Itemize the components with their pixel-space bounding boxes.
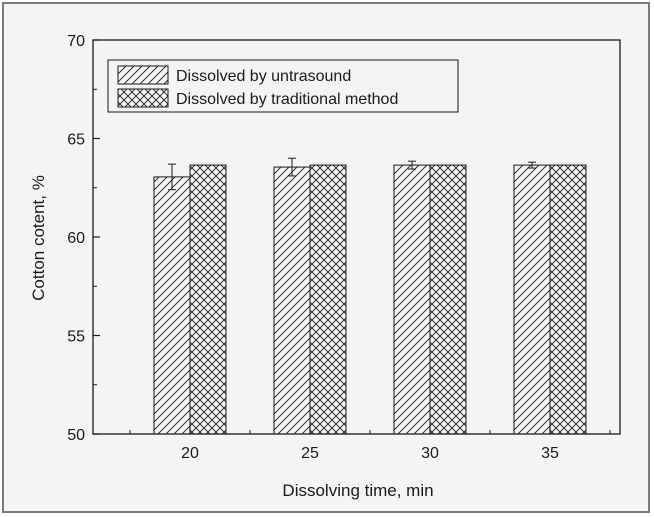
legend-label-untrasound: Dissolved by untrasound: [176, 68, 351, 85]
bar-traditional-25: [309, 164, 347, 435]
y-axis-title: Cotton cotent, %: [29, 175, 48, 301]
bar-untrasound-25: [273, 166, 311, 435]
y-tick-label-55: 55: [67, 329, 85, 346]
x-tick-label-30: 30: [421, 445, 439, 462]
plot-area: 50 55 60 65 70 20 25 30 35: [67, 33, 621, 462]
y-tick-label-65: 65: [67, 132, 85, 149]
x-tick-label-20: 20: [181, 445, 199, 462]
legend: Dissolved by untrasound Dissolved by trad…: [107, 59, 459, 113]
bar-traditional-30: [429, 164, 467, 435]
bar-traditional-20: [189, 164, 227, 435]
y-tick-label-50: 50: [67, 427, 85, 444]
x-axis-title: Dissolving time, min: [282, 481, 433, 500]
bar-untrasound-35: [513, 164, 551, 435]
x-tick-label-35: 35: [541, 445, 559, 462]
bar-untrasound-30: [393, 164, 431, 435]
y-tick-label-60: 60: [67, 230, 85, 247]
legend-label-traditional: Dissolved by traditional method: [176, 91, 398, 108]
x-tick-label-25: 25: [301, 445, 319, 462]
bar-traditional-35: [549, 164, 587, 435]
legend-swatch-untrasound: [117, 65, 169, 85]
legend-swatch-traditional: [117, 88, 169, 108]
bar-untrasound-20: [153, 176, 191, 435]
y-tick-label-70: 70: [67, 33, 85, 50]
